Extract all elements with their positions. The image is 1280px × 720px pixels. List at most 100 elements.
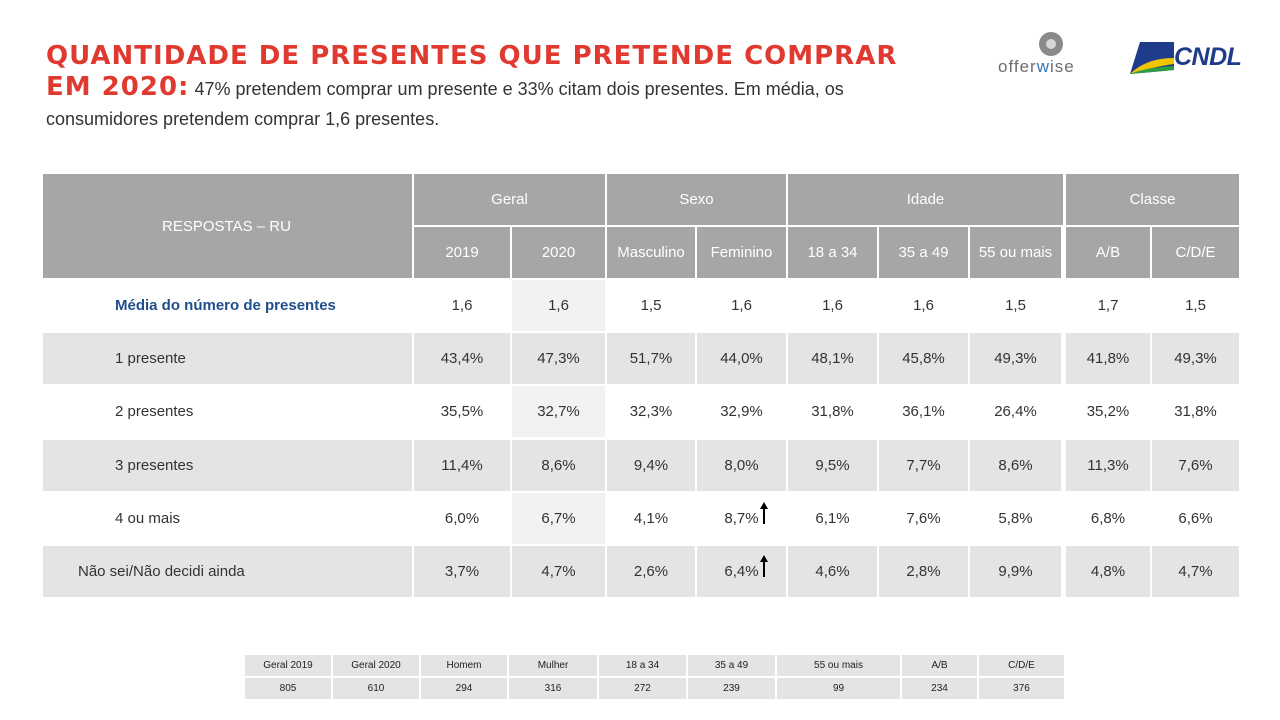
table-cell: 5,8% xyxy=(998,510,1033,527)
col-header-2020: 2020 xyxy=(512,227,605,278)
group-header-geral: Geral xyxy=(414,174,605,225)
table-cell: 4,6% xyxy=(788,546,877,597)
table-cell: 8,7% xyxy=(697,493,786,544)
sample-label: Geral 2019 xyxy=(245,655,331,676)
col-header-ab: A/B xyxy=(1066,227,1150,278)
table-cell: 1,5 xyxy=(1005,297,1026,314)
table-cell: 32,9% xyxy=(720,403,763,420)
sample-label: Mulher xyxy=(509,655,597,676)
sample-value: 294 xyxy=(421,678,507,699)
table-cell: 6,0% xyxy=(444,510,480,527)
sample-label: 55 ou mais xyxy=(777,655,900,676)
table-cell: 35,5% xyxy=(440,403,484,420)
table-cell: 35,2% xyxy=(1086,403,1130,420)
table-cell: 49,3% xyxy=(1152,333,1239,384)
title-subheading: EM 2020: 47% pretendem comprar um presen… xyxy=(46,72,946,106)
sample-value: 610 xyxy=(333,678,419,699)
table-cell: 43,4% xyxy=(414,333,510,384)
table-cell: 1,6 xyxy=(822,297,843,314)
table-cell: 47,3% xyxy=(512,333,605,384)
table-cell: 45,8% xyxy=(879,333,968,384)
sample-value: 316 xyxy=(509,678,597,699)
col-header-18-34: 18 a 34 xyxy=(788,227,877,278)
sample-value: 234 xyxy=(902,678,977,699)
up-arrow-icon xyxy=(759,502,768,524)
table-cell: 1,7 xyxy=(1097,297,1119,314)
table-cell: 1,6 xyxy=(913,297,934,314)
table-cell: 2,8% xyxy=(879,546,968,597)
table-cell: 6,6% xyxy=(1178,510,1213,527)
cndl-emblem-icon xyxy=(1130,42,1174,74)
table-cell: 6,4% xyxy=(697,546,786,597)
sample-value: 376 xyxy=(979,678,1064,699)
row-label: 3 presentes xyxy=(43,440,412,491)
sample-value: 272 xyxy=(599,678,686,699)
col-header-55-mais: 55 ou mais xyxy=(970,227,1061,278)
sample-label: 35 a 49 xyxy=(688,655,775,676)
offerwise-logo: offerwise xyxy=(996,32,1106,78)
table-cell: 49,3% xyxy=(970,333,1061,384)
table-cell: 3,7% xyxy=(414,546,510,597)
row-label: 1 presente xyxy=(43,333,412,384)
group-header-idade: Idade xyxy=(788,174,1063,225)
table-cell: 44,0% xyxy=(697,333,786,384)
up-arrow-icon xyxy=(759,555,768,577)
col-header-35-49: 35 a 49 xyxy=(879,227,968,278)
table-cell: 9,4% xyxy=(607,440,695,491)
table-cell: 4,7% xyxy=(1152,546,1239,597)
sample-label: Homem xyxy=(421,655,507,676)
col-header-cde: C/D/E xyxy=(1152,227,1239,278)
table-cell: 1,5 xyxy=(640,297,662,314)
offerwise-emblem-icon xyxy=(1039,32,1063,56)
table-cell: 41,8% xyxy=(1066,333,1150,384)
table-cell: 9,5% xyxy=(788,440,877,491)
group-header-classe: Classe xyxy=(1066,174,1239,225)
title-year: EM 2020: xyxy=(46,72,190,102)
sample-label: A/B xyxy=(902,655,977,676)
sample-value: 239 xyxy=(688,678,775,699)
row-label: Não sei/Não decidi ainda xyxy=(43,546,412,597)
table-cell: 4,1% xyxy=(633,510,669,527)
table-cell: 8,6% xyxy=(512,440,605,491)
table-cell: 9,9% xyxy=(970,546,1061,597)
table-cell: 1,5 xyxy=(1185,297,1206,314)
table-cell: 1,6 xyxy=(451,297,473,314)
row-label: Média do número de presentes xyxy=(115,297,336,314)
table-cell: 6,7% xyxy=(512,493,605,544)
table-cell: 31,8% xyxy=(811,403,854,420)
cndl-logo: CNDL xyxy=(1128,40,1244,76)
table-cell: 1,6 xyxy=(512,280,605,331)
table-cell: 48,1% xyxy=(788,333,877,384)
sample-label: C/D/E xyxy=(979,655,1064,676)
page-title: QUANTIDADE DE PRESENTES QUE PRETENDE COM… xyxy=(46,40,946,132)
table-cell: 11,3% xyxy=(1066,440,1150,491)
table-cell: 32,7% xyxy=(512,386,605,437)
group-header-sexo: Sexo xyxy=(607,174,786,225)
table-cell: 32,3% xyxy=(629,403,673,420)
table-cell: 2,6% xyxy=(607,546,695,597)
table-cell: 7,7% xyxy=(879,440,968,491)
cell-value: 6,4% xyxy=(724,563,759,580)
table-cell: 4,7% xyxy=(512,546,605,597)
table-cell: 7,6% xyxy=(1152,440,1239,491)
table-cell: 7,6% xyxy=(906,510,941,527)
table-corner-header: RESPOSTAS – RU xyxy=(43,174,412,278)
table-cell: 11,4% xyxy=(414,440,510,491)
title-summary: 47% pretendem comprar um presente e 33% … xyxy=(189,79,844,99)
table-cell: 6,8% xyxy=(1090,510,1126,527)
cell-value: 8,7% xyxy=(724,510,759,527)
row-label: 2 presentes xyxy=(115,403,194,420)
sample-value: 805 xyxy=(245,678,331,699)
sample-value: 99 xyxy=(777,678,900,699)
table-cell: 26,4% xyxy=(994,403,1037,420)
sample-label: Geral 2020 xyxy=(333,655,419,676)
table-cell: 6,1% xyxy=(815,510,850,527)
title-heading: QUANTIDADE DE PRESENTES QUE PRETENDE COM… xyxy=(46,41,898,71)
col-header-feminino: Feminino xyxy=(697,227,786,278)
table-cell: 31,8% xyxy=(1174,403,1217,420)
col-header-masculino: Masculino xyxy=(607,227,695,278)
table-cell: 51,7% xyxy=(607,333,695,384)
col-header-2019: 2019 xyxy=(414,227,510,278)
title-summary-continued: consumidores pretendem comprar 1,6 prese… xyxy=(46,109,440,129)
table-cell: 4,8% xyxy=(1066,546,1150,597)
